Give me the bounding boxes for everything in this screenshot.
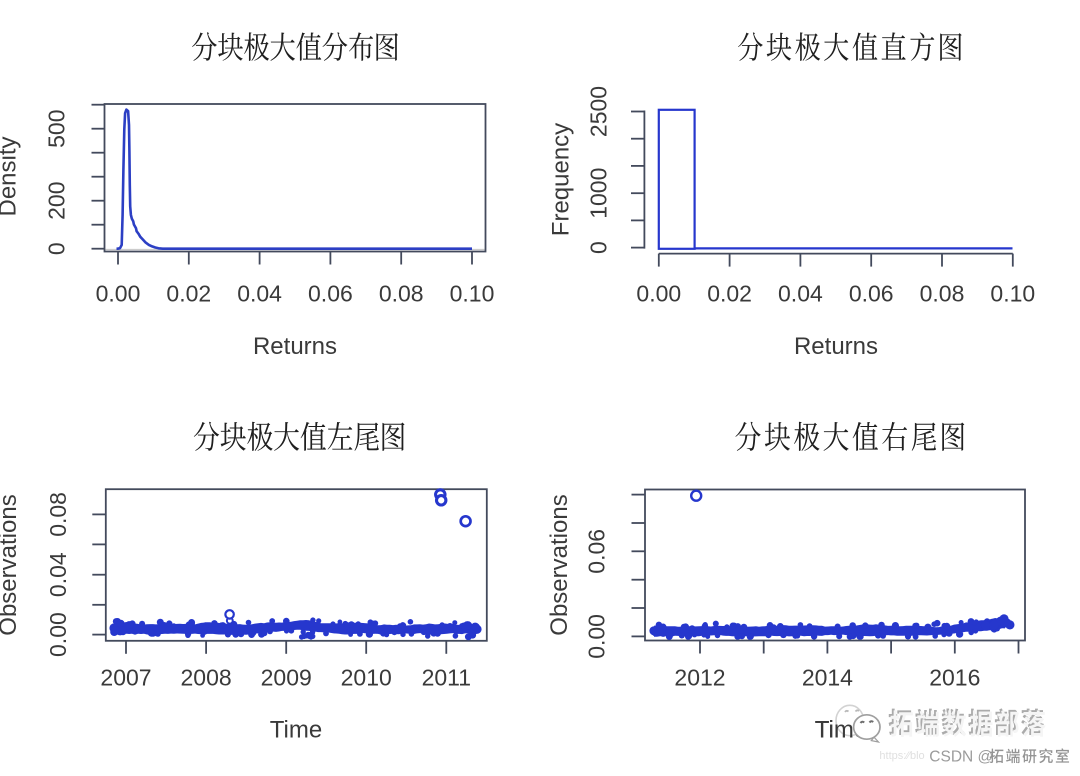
svg-text:0.06: 0.06: [584, 529, 610, 574]
svg-text:0.04: 0.04: [45, 552, 71, 597]
svg-text:Density: Density: [0, 136, 22, 216]
svg-text:1000: 1000: [586, 168, 612, 219]
svg-text:Returns: Returns: [794, 333, 878, 360]
svg-text:0: 0: [44, 242, 70, 255]
svg-text:0.08: 0.08: [379, 280, 424, 306]
svg-text:2011: 2011: [422, 664, 471, 690]
svg-text:0.02: 0.02: [707, 280, 752, 306]
svg-text:2007: 2007: [100, 664, 151, 690]
svg-text:Frequency: Frequency: [548, 123, 575, 236]
svg-text:0: 0: [586, 241, 612, 254]
svg-text:0.10: 0.10: [450, 280, 495, 306]
svg-text:0.08: 0.08: [920, 280, 965, 306]
svg-text:0.04: 0.04: [778, 280, 823, 306]
svg-text:500: 500: [44, 110, 70, 148]
svg-text:Observations: Observations: [0, 494, 22, 635]
svg-text:Time: Time: [270, 716, 322, 743]
svg-text:Observations: Observations: [546, 494, 573, 635]
svg-text:2014: 2014: [802, 664, 853, 690]
svg-text:2500: 2500: [586, 86, 612, 137]
svg-text:0.06: 0.06: [849, 280, 894, 306]
svg-text:0.02: 0.02: [166, 280, 211, 306]
svg-text:200: 200: [44, 182, 70, 220]
svg-text:0.00: 0.00: [45, 612, 71, 657]
svg-text:0.00: 0.00: [584, 614, 610, 659]
svg-text:0.06: 0.06: [308, 280, 353, 306]
svg-text:0.04: 0.04: [237, 280, 282, 306]
svg-text:2012: 2012: [674, 664, 725, 690]
svg-text:0.10: 0.10: [990, 280, 1035, 306]
svg-text:0.08: 0.08: [45, 492, 71, 537]
svg-text:2008: 2008: [181, 664, 232, 690]
svg-text:2009: 2009: [261, 664, 312, 690]
svg-text:2010: 2010: [341, 664, 392, 690]
svg-text:Returns: Returns: [253, 333, 337, 360]
svg-text:https:⁄⁄blo: https:⁄⁄blo: [879, 750, 924, 762]
svg-text:0.00: 0.00: [96, 280, 141, 306]
svg-text:2016: 2016: [929, 664, 980, 690]
svg-text:0.00: 0.00: [636, 280, 681, 306]
svg-text:CSDN @: CSDN @: [929, 748, 993, 765]
